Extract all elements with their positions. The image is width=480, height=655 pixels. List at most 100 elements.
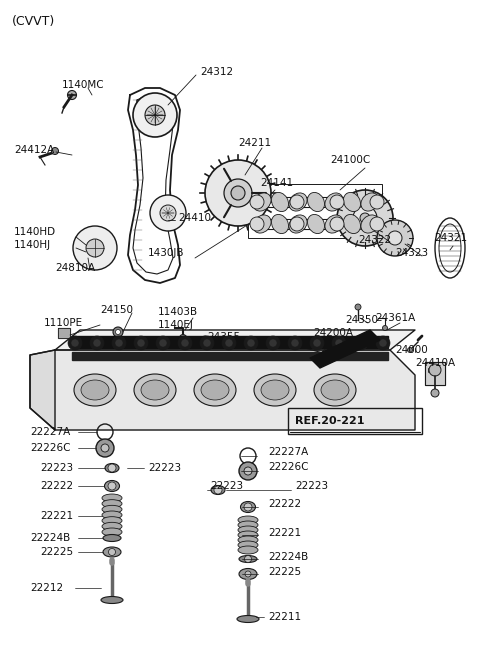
Ellipse shape bbox=[314, 374, 356, 406]
Ellipse shape bbox=[238, 531, 258, 539]
Circle shape bbox=[245, 571, 251, 577]
Polygon shape bbox=[310, 330, 380, 368]
Ellipse shape bbox=[74, 374, 116, 406]
Text: 1140HJ: 1140HJ bbox=[14, 240, 51, 250]
Ellipse shape bbox=[238, 536, 258, 544]
Circle shape bbox=[112, 336, 126, 350]
Ellipse shape bbox=[201, 380, 229, 400]
Circle shape bbox=[180, 335, 187, 341]
Polygon shape bbox=[72, 352, 388, 360]
Text: 22226C: 22226C bbox=[30, 443, 71, 453]
Circle shape bbox=[431, 389, 439, 397]
Text: 24322: 24322 bbox=[358, 235, 391, 245]
Text: 24150: 24150 bbox=[100, 305, 133, 315]
Ellipse shape bbox=[194, 374, 236, 406]
Circle shape bbox=[379, 339, 387, 347]
Ellipse shape bbox=[238, 541, 258, 549]
Ellipse shape bbox=[102, 494, 122, 502]
Text: 24323: 24323 bbox=[395, 248, 428, 258]
Circle shape bbox=[68, 336, 82, 350]
Circle shape bbox=[244, 503, 252, 511]
Circle shape bbox=[181, 339, 189, 347]
Ellipse shape bbox=[344, 214, 360, 234]
Ellipse shape bbox=[238, 521, 258, 529]
Circle shape bbox=[429, 364, 441, 376]
Ellipse shape bbox=[272, 193, 288, 212]
Circle shape bbox=[354, 336, 368, 350]
Circle shape bbox=[231, 186, 245, 200]
Circle shape bbox=[145, 105, 165, 125]
Circle shape bbox=[337, 190, 393, 246]
Text: 22224B: 22224B bbox=[268, 552, 308, 562]
Ellipse shape bbox=[238, 526, 258, 534]
Circle shape bbox=[156, 336, 170, 350]
Polygon shape bbox=[72, 336, 388, 348]
Text: 24000: 24000 bbox=[395, 345, 428, 355]
Ellipse shape bbox=[102, 528, 122, 536]
Circle shape bbox=[310, 336, 324, 350]
Text: 22227A: 22227A bbox=[268, 447, 308, 457]
Text: 24361A: 24361A bbox=[375, 313, 415, 323]
Circle shape bbox=[247, 339, 255, 347]
Circle shape bbox=[291, 339, 299, 347]
Circle shape bbox=[408, 348, 412, 352]
Ellipse shape bbox=[321, 380, 349, 400]
Circle shape bbox=[357, 339, 365, 347]
Circle shape bbox=[116, 329, 120, 335]
Text: 22225: 22225 bbox=[268, 567, 301, 577]
Circle shape bbox=[377, 220, 413, 256]
Ellipse shape bbox=[325, 215, 343, 233]
Text: 24312: 24312 bbox=[200, 67, 233, 77]
Ellipse shape bbox=[253, 193, 271, 211]
Text: 22226C: 22226C bbox=[268, 462, 309, 472]
Circle shape bbox=[214, 486, 222, 494]
Text: 24355: 24355 bbox=[207, 332, 240, 342]
Circle shape bbox=[370, 195, 384, 209]
Text: 22225: 22225 bbox=[40, 547, 73, 557]
Circle shape bbox=[244, 336, 258, 350]
Circle shape bbox=[225, 339, 233, 347]
Polygon shape bbox=[55, 330, 415, 350]
Text: 24100C: 24100C bbox=[330, 155, 370, 165]
Text: 24321: 24321 bbox=[434, 233, 467, 243]
Polygon shape bbox=[30, 350, 55, 430]
Text: 22221: 22221 bbox=[268, 528, 301, 538]
Circle shape bbox=[290, 217, 304, 231]
Ellipse shape bbox=[105, 481, 120, 491]
Circle shape bbox=[360, 213, 370, 223]
Ellipse shape bbox=[134, 374, 176, 406]
Circle shape bbox=[71, 339, 79, 347]
Circle shape bbox=[290, 195, 304, 209]
Ellipse shape bbox=[308, 214, 324, 234]
Text: 22223: 22223 bbox=[210, 481, 243, 491]
Circle shape bbox=[330, 217, 344, 231]
Ellipse shape bbox=[238, 546, 258, 554]
Circle shape bbox=[113, 327, 123, 337]
Ellipse shape bbox=[211, 485, 225, 495]
Polygon shape bbox=[58, 328, 70, 338]
Circle shape bbox=[266, 336, 280, 350]
Ellipse shape bbox=[239, 569, 257, 580]
Ellipse shape bbox=[102, 522, 122, 531]
Text: 22221: 22221 bbox=[40, 511, 73, 521]
Circle shape bbox=[313, 339, 321, 347]
Text: 24141: 24141 bbox=[260, 178, 293, 188]
Circle shape bbox=[150, 195, 186, 231]
Text: 24350: 24350 bbox=[345, 315, 378, 325]
Circle shape bbox=[244, 555, 252, 563]
Ellipse shape bbox=[261, 380, 289, 400]
Text: 22222: 22222 bbox=[40, 481, 73, 491]
Ellipse shape bbox=[325, 193, 343, 211]
Polygon shape bbox=[30, 350, 415, 430]
Circle shape bbox=[376, 336, 390, 350]
Circle shape bbox=[159, 339, 167, 347]
Ellipse shape bbox=[253, 215, 271, 233]
Text: 22211: 22211 bbox=[268, 612, 301, 622]
Ellipse shape bbox=[102, 517, 122, 525]
Text: (CVVT): (CVVT) bbox=[12, 16, 55, 29]
Text: 24200A: 24200A bbox=[313, 328, 353, 338]
Circle shape bbox=[355, 304, 361, 310]
Ellipse shape bbox=[103, 547, 121, 557]
Circle shape bbox=[137, 339, 145, 347]
Circle shape bbox=[250, 195, 264, 209]
